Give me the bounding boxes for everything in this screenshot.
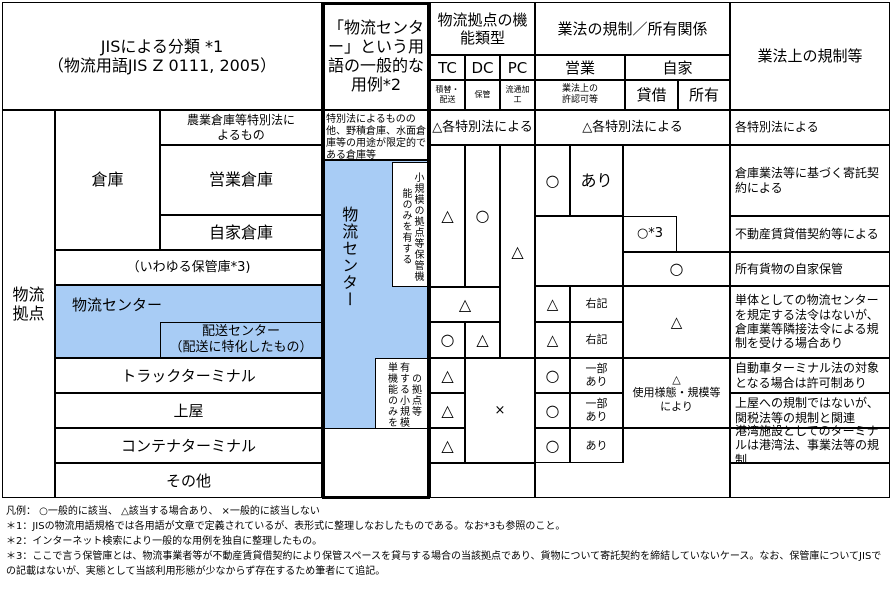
- law-center-own: △: [623, 286, 730, 358]
- law-shed-mark: ○: [535, 393, 570, 428]
- func-tc-truck: △: [430, 358, 465, 393]
- regulation-header: 業法上の規制等: [730, 2, 890, 110]
- reg-empty: [730, 463, 890, 498]
- note-3: ＊3：ここで言う保管庫とは、物流事業者等が不動産賃貸借契約により保管スペースを貸…: [6, 551, 882, 577]
- storage-label: （いわゆる保管庫*3): [55, 250, 322, 285]
- owned-header: 所有: [678, 80, 730, 110]
- reg-shed: 上屋への規制ではないが、関税法等の規制と関連: [730, 393, 890, 428]
- license-header: 業法上の 許認可等: [535, 80, 625, 110]
- func-dc-warehouse: ○: [465, 145, 500, 287]
- law-empty-5: [535, 463, 730, 498]
- law-special: △各特別法による: [535, 110, 730, 145]
- law-truck-mark: ○: [535, 358, 570, 393]
- func-empty: [430, 463, 535, 498]
- usage-small-single: の拠点等 有する小規模 単機能のみを: [375, 358, 430, 429]
- usage-header: 「物流センター」という用語の一般的な用例*2: [322, 2, 430, 110]
- usage-empty: [322, 428, 430, 498]
- func-tc-container: △: [430, 428, 465, 463]
- business-header: 営業: [535, 55, 625, 80]
- pc-sub: 流通加 工: [500, 80, 535, 110]
- reg-container: 港湾施設としてのターミナルは港湾法、事業法等の規制: [730, 424, 890, 467]
- reg-lease: 不動産賃貸借契約等による: [730, 216, 890, 252]
- func-tc-warehouse: △: [430, 145, 465, 287]
- law-center-license: 右記: [570, 286, 623, 322]
- law-warehouse-mark: ○: [535, 145, 570, 216]
- usage-example: 特別法によるものの他、野積倉庫、水面倉庫等の用途が限定的である倉庫等: [322, 110, 430, 161]
- func-pc-warehouse: △: [500, 145, 535, 358]
- special-warehouse: 農業倉庫等特別法に よるもの: [160, 110, 322, 145]
- law-empty-4: [623, 428, 730, 463]
- own-header: 自家: [625, 55, 730, 80]
- note-2: ＊2：インターネット検索により一般的な用例を独自に整理したもの。: [6, 536, 323, 547]
- warehouse-label: 倉庫: [55, 110, 160, 250]
- lease-header: 貸借: [625, 80, 678, 110]
- other-label: その他: [55, 463, 322, 498]
- reg-truck: 自動車ターミナル法の対象となる場合は許可制あり: [730, 358, 890, 393]
- reg-commercial: 倉庫業法等に基づく寄託契約による: [730, 145, 890, 216]
- law-owned: ○: [623, 252, 730, 286]
- shed-label: 上屋: [55, 393, 322, 428]
- usage-small-storage: 小規模の拠点等保管機能のみを有する: [392, 162, 430, 287]
- law-container-mark: ○: [535, 428, 570, 463]
- func-center: △: [430, 287, 500, 322]
- legend-line: 凡例： ○一般的に該当、 △該当する場合あり、 ×一般的に該当しない: [6, 506, 320, 517]
- dc-sub: 保管: [465, 80, 500, 110]
- usage-center-label: 物流センター: [339, 206, 359, 308]
- legend-notes: 凡例： ○一般的に該当、 △該当する場合あり、 ×一般的に該当しない ＊1：JI…: [6, 504, 886, 579]
- note-1: ＊1：JISの物流用語規格では各用語が文章で定義されているが、表形式に整理しなお…: [6, 521, 566, 532]
- law-empty-3: [677, 216, 730, 252]
- commercial-warehouse: 営業倉庫: [160, 145, 322, 215]
- law-delivery-license: 右記: [570, 322, 623, 358]
- tc-sub: 積替・ 配送: [430, 80, 465, 110]
- func-dc-delivery: △: [465, 322, 500, 358]
- dc-header: DC: [465, 55, 500, 80]
- law-delivery-mark: △: [535, 322, 570, 358]
- func-special: △各特別法による: [430, 110, 535, 145]
- law-header: 業法の規制／所有関係: [535, 2, 730, 55]
- private-warehouse: 自家倉庫: [160, 215, 322, 250]
- law-empty-1: [623, 145, 730, 216]
- container-terminal-label: コンテナターミナル: [55, 428, 322, 463]
- reg-owned: 所有貨物の自家保管: [730, 252, 890, 286]
- law-warehouse-license: あり: [570, 145, 623, 216]
- truck-terminal-label: トラックターミナル: [55, 358, 322, 393]
- reg-special: 各特別法による: [730, 110, 890, 145]
- delivery-center-label: 配送センター （配送に特化したもの）: [160, 322, 322, 358]
- pc-header: PC: [500, 55, 535, 80]
- function-type-header: 物流拠点の機能類型: [430, 2, 535, 55]
- reg-center: 単体としての物流センターを規定する法令はないが、倉庫業等隣接法令による規制を受け…: [730, 286, 890, 358]
- law-shed-license: 一部 あり: [570, 393, 623, 428]
- law-lease: ○*3: [623, 216, 677, 252]
- law-empty-2: [535, 216, 623, 286]
- tc-header: TC: [430, 55, 465, 80]
- law-truck-license: 一部 あり: [570, 358, 623, 393]
- law-usage-own: △ 使用様態・規模等 により: [623, 358, 730, 428]
- law-container-license: あり: [570, 428, 623, 463]
- group-label: 物流拠点: [2, 110, 55, 498]
- func-not-applicable: ×: [465, 358, 535, 463]
- law-center-mark: △: [535, 286, 570, 322]
- func-tc-shed: △: [430, 393, 465, 428]
- jis-header: JISによる分類 *1 （物流用語JIS Z 0111, 2005）: [2, 2, 322, 110]
- func-tc-delivery: ○: [430, 322, 465, 358]
